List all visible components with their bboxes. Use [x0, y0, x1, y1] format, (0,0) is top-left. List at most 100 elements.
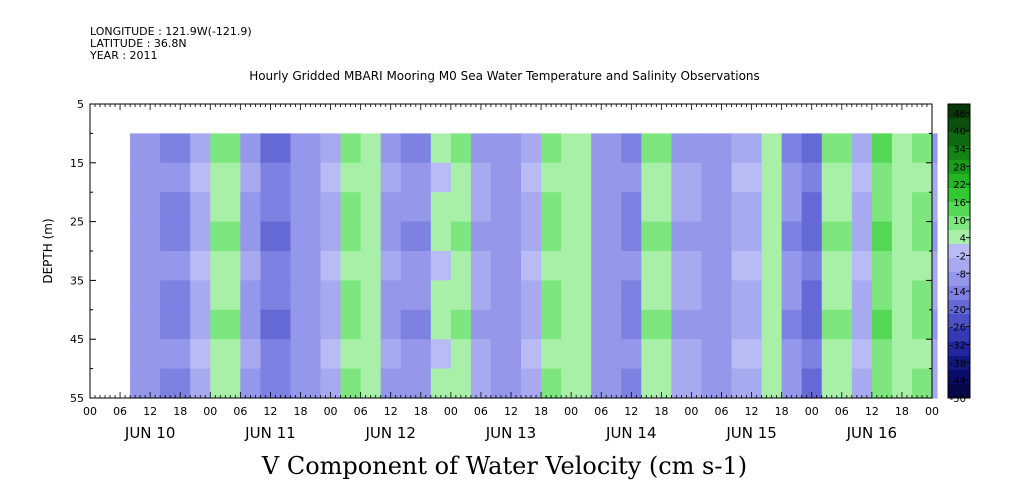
heatmap-cell: [320, 162, 342, 193]
heatmap-cell: [240, 339, 262, 370]
x-day-label: JUN 16: [846, 424, 897, 442]
heatmap-cell: [911, 368, 933, 399]
heatmap-cell: [541, 339, 562, 370]
heatmap-cell: [380, 221, 402, 252]
heatmap-cell: [430, 309, 452, 340]
heatmap-cell: [821, 309, 853, 340]
heatmap-cell: [781, 221, 803, 252]
heatmap-cell: [260, 162, 292, 193]
heatmap-cell: [490, 133, 522, 164]
colorbar-swatch: [948, 342, 970, 357]
heatmap-cell: [430, 162, 452, 193]
heatmap-cell: [490, 339, 522, 370]
heatmap-cell: [871, 251, 893, 281]
heatmap-cell: [190, 192, 211, 223]
heatmap-cell: [891, 368, 913, 399]
heatmap-cell: [290, 309, 322, 340]
x-tick-label: 00: [684, 405, 698, 418]
heatmap-cell: [130, 339, 161, 370]
heatmap-cell: [891, 280, 913, 311]
heatmap-cell: [801, 162, 823, 193]
colorbar-frame: [947, 103, 971, 399]
y-tick-label: 15: [70, 157, 84, 170]
heatmap-cell: [521, 309, 542, 340]
heatmap-cell: [641, 221, 672, 252]
heatmap-cell: [380, 280, 402, 311]
heatmap-cell: [210, 251, 241, 281]
heatmap-cell: [911, 309, 933, 340]
heatmap-cell: [701, 221, 733, 252]
heatmap-cell: [801, 133, 823, 164]
heatmap-cell: [701, 251, 733, 281]
heatmap-cell: [871, 221, 893, 252]
heatmap-cell: [781, 192, 803, 223]
heatmap-cell: [591, 221, 622, 252]
heatmap-cell: [470, 162, 492, 193]
x-tick-label: 18: [294, 405, 308, 418]
heatmap-cell: [380, 133, 402, 164]
heatmap-cell: [851, 339, 873, 370]
colorbar-swatch: [948, 314, 970, 329]
heatmap-cell: [210, 221, 241, 252]
heatmap-cell: [821, 192, 853, 223]
heatmap-cell: [430, 251, 452, 281]
heatmap-cell: [160, 280, 191, 311]
heatmap-cell: [240, 221, 262, 252]
heatmap-cell: [781, 280, 803, 311]
heatmap-cell: [701, 133, 733, 164]
heatmap-cell: [761, 339, 783, 370]
heatmap-cell: [871, 192, 893, 223]
heatmap-cell: [320, 221, 342, 252]
heatmap-cell: [450, 221, 472, 252]
heatmap-cell: [911, 192, 933, 223]
heatmap-cell: [621, 162, 642, 193]
colorbar-tick-label: -38: [950, 358, 966, 369]
heatmap-cell: [130, 221, 161, 252]
heatmap-cell: [470, 221, 492, 252]
heatmap-cell: [160, 339, 191, 370]
colorbar-swatch: [948, 160, 970, 175]
heatmap-cell: [641, 339, 672, 370]
heatmap-cell: [781, 133, 803, 164]
colorbar-swatch: [948, 118, 970, 133]
heatmap-cell: [671, 221, 703, 252]
heatmap-cell: [240, 368, 262, 399]
heatmap-cell: [360, 309, 382, 340]
heatmap-cell: [541, 192, 562, 223]
heatmap-cell: [871, 133, 893, 164]
heatmap-cell: [340, 133, 362, 164]
heatmap-cell: [621, 280, 642, 311]
colorbar-tick-label: -14: [950, 287, 966, 298]
heatmap-cell: [320, 280, 342, 311]
heatmap-cell: [591, 251, 622, 281]
heatmap-cell: [541, 280, 562, 311]
heatmap-cell: [932, 280, 938, 311]
heatmap-cell: [160, 133, 191, 164]
heatmap-cell: [641, 133, 672, 164]
heatmap-cell: [470, 339, 492, 370]
colorbar-tick-label: -44: [950, 376, 966, 387]
heatmap-cell: [671, 368, 703, 399]
x-day-label: JUN 10: [124, 424, 175, 442]
heatmap-cell: [932, 368, 938, 399]
heatmap-cell: [430, 339, 452, 370]
colorbar-tick-label: 40: [953, 127, 966, 138]
heatmap-cell: [731, 280, 763, 311]
heatmap-cell: [320, 368, 342, 399]
heatmap-cell: [210, 133, 241, 164]
heatmap-cell: [641, 368, 672, 399]
heatmap-cell: [190, 309, 211, 340]
heatmap-cell: [761, 221, 783, 252]
heatmap-cell: [210, 309, 241, 340]
x-day-label: JUN 12: [364, 424, 415, 442]
heatmap-cell: [360, 368, 382, 399]
heatmap-cell: [851, 162, 873, 193]
heatmap-cell: [290, 221, 322, 252]
heatmap-cell: [260, 251, 292, 281]
colorbar-swatch: [948, 300, 970, 315]
heatmap-cell: [340, 280, 362, 311]
colorbar-tick-label: 16: [953, 198, 966, 209]
colorbar-swatch: [948, 370, 970, 385]
